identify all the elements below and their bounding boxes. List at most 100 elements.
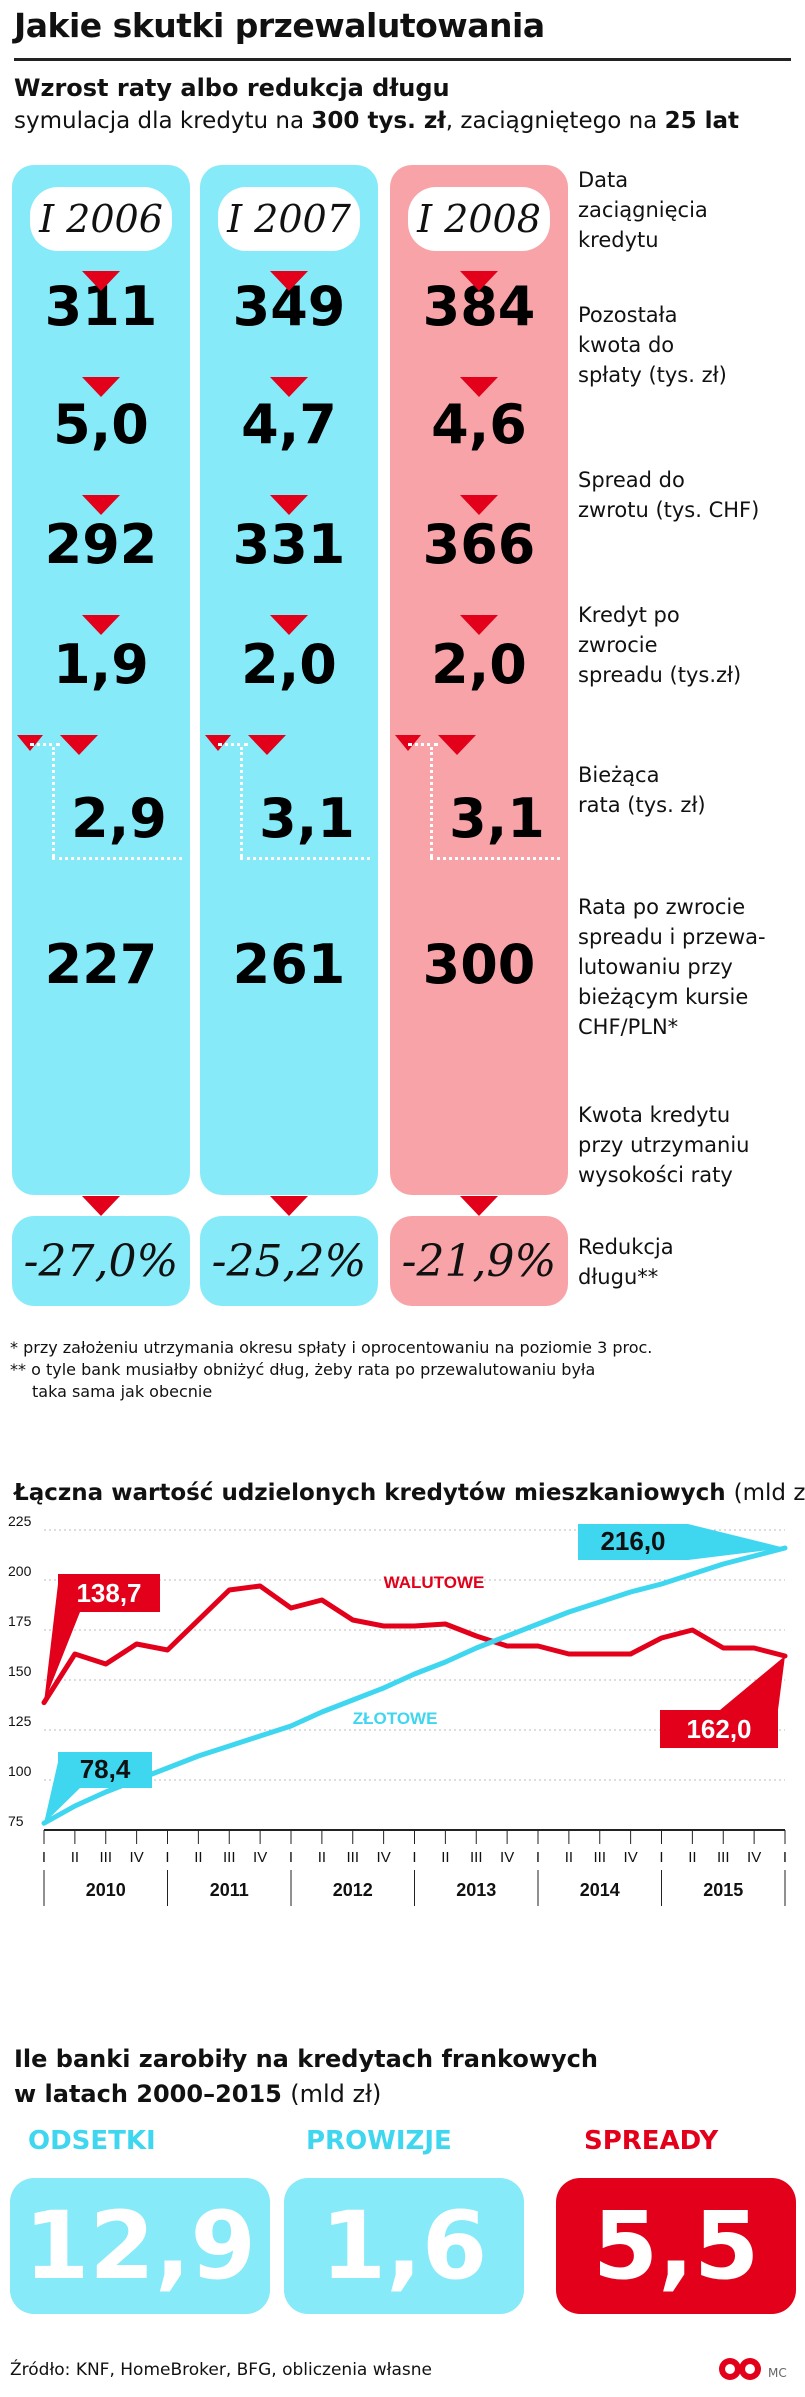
- rate-after-value: 3,1: [259, 787, 355, 850]
- author-initials: MC: [768, 2366, 787, 2380]
- main-title: Jakie skutki przewalutowania: [14, 6, 545, 45]
- row-label-line: rata (tys. zł): [578, 793, 706, 817]
- footnote-3: taka sama jak obecnie: [32, 1382, 213, 1401]
- y-tick-label: 125: [8, 1713, 32, 1729]
- series-line-walutowe: [41, 1583, 788, 1706]
- current-rate-value: 2,0: [431, 633, 527, 696]
- dotted-bracket: [30, 743, 60, 746]
- arrow-down-icon: [460, 1196, 498, 1216]
- row-label-line: lutowaniu przy: [578, 955, 733, 979]
- x-tick-label: IV: [624, 1849, 638, 1866]
- simulation-title: Wzrost raty albo redukcja długu: [14, 74, 450, 102]
- dotted-bracket: [430, 747, 433, 857]
- row-label-credit-after: Kredyt po zwrocie spreadu (tys.zł): [578, 600, 803, 690]
- callout-label: 216,0: [600, 1526, 665, 1556]
- label-spready: SPREADY: [584, 2126, 719, 2156]
- rate-after-value: 3,1: [449, 787, 545, 850]
- year-label: 2010: [86, 1880, 126, 1900]
- callout-box: [58, 1574, 160, 1612]
- series-label: WALUTOWE: [384, 1573, 485, 1592]
- x-tick-label: I: [42, 1849, 46, 1866]
- arrow-down-icon: [82, 615, 120, 635]
- spread-value: 5,0: [53, 393, 149, 456]
- arrow-down-icon: [248, 735, 286, 755]
- x-tick-label: I: [783, 1849, 787, 1866]
- title-rule: [14, 58, 791, 61]
- x-tick-label: IV: [130, 1849, 144, 1866]
- value-box-prowizje: 1,6: [284, 2178, 524, 2314]
- row-label-line: spreadu i przewa-: [578, 925, 766, 949]
- row-label-line: spłaty (tys. zł): [578, 363, 727, 387]
- footnote-1: * przy założeniu utrzymania okresu spłat…: [10, 1338, 653, 1357]
- subtitle-part-bold: 25 lat: [664, 108, 739, 134]
- x-tick-label: III: [593, 1849, 606, 1866]
- column-2008: I 2008 384 4,6 366 2,0 3,1 300: [390, 165, 568, 1195]
- year-label: 2011: [210, 1880, 249, 1900]
- y-tick-label: 150: [8, 1663, 32, 1679]
- callout-box: [578, 1524, 688, 1560]
- banks-title: Ile banki zarobiły na kredytach frankowy…: [14, 2045, 598, 2073]
- reduction-box: -21,9%: [390, 1216, 568, 1306]
- footnote-2: ** o tyle bank musiałby obniżyć dług, że…: [10, 1360, 596, 1379]
- row-label-reduction: Redukcja długu**: [578, 1232, 803, 1292]
- row-label-line: zwrotu (tys. CHF): [578, 498, 760, 522]
- series-line-złotowe: [41, 1545, 788, 1826]
- banks-title-line2: w latach 2000–2015 (mld zł): [14, 2080, 381, 2108]
- arrow-down-icon: [82, 271, 120, 291]
- row-label-line: Kredyt po: [578, 603, 680, 627]
- y-tick-label: 175: [8, 1613, 32, 1629]
- x-tick-label: I: [289, 1849, 293, 1866]
- row-label-spread: Spread do zwrotu (tys. CHF): [578, 465, 803, 525]
- value-box-spready: 5,5: [556, 2178, 796, 2314]
- date-pill: I 2008: [408, 187, 550, 251]
- x-tick-label: III: [470, 1849, 483, 1866]
- y-tick-label: 225: [8, 1515, 32, 1529]
- callout-label: 78,4: [80, 1754, 131, 1784]
- row-label-rate-after: Rata po zwrocie spreadu i przewa- lutowa…: [578, 892, 803, 1042]
- row-label-line: kredytu: [578, 228, 659, 252]
- credit-after-value: 331: [232, 513, 346, 576]
- arrow-down-icon: [270, 377, 308, 397]
- callout-tail: [44, 1762, 80, 1824]
- dotted-bracket: [218, 743, 248, 746]
- dotted-bracket: [52, 857, 182, 860]
- amount-value: 227: [44, 933, 158, 996]
- line-chart-title: Łączna wartość udzielonych kredytów mies…: [14, 1480, 805, 1506]
- spread-value: 4,7: [241, 393, 337, 456]
- current-rate-value: 2,0: [241, 633, 337, 696]
- arrow-down-icon: [460, 615, 498, 635]
- row-label-line: długu**: [578, 1265, 659, 1289]
- row-label-line: kwota do: [578, 333, 675, 357]
- banks-title-unit: (mld zł): [290, 2080, 382, 2108]
- row-label-line: spreadu (tys.zł): [578, 663, 742, 687]
- subtitle-part-bold: 300 tys. zł: [311, 108, 446, 134]
- banks-title-text: w latach 2000–2015: [14, 2080, 282, 2108]
- label-odsetki: ODSETKI: [28, 2126, 156, 2156]
- row-label-date: Data zaciągnięcia kredytu: [578, 165, 803, 255]
- x-tick-label: II: [688, 1849, 696, 1866]
- subtitle-part: symulacja dla kredytu na: [14, 108, 312, 134]
- date-pill: I 2007: [218, 187, 360, 251]
- callout-label: 162,0: [686, 1714, 751, 1744]
- line-chart-unit: (mld zł): [733, 1480, 805, 1506]
- callout-label: 138,7: [76, 1578, 141, 1608]
- x-tick-label: II: [565, 1849, 573, 1866]
- x-tick-label: IV: [377, 1849, 391, 1866]
- callout-tail: [688, 1524, 785, 1560]
- x-tick-label: III: [346, 1849, 359, 1866]
- label-prowizje: PROWIZJE: [306, 2126, 452, 2156]
- current-rate-value: 1,9: [53, 633, 149, 696]
- series-label: ZŁOTOWE: [353, 1709, 438, 1728]
- rate-after-value: 2,9: [71, 787, 167, 850]
- column-2006: I 2006 311 5,0 292 1,9 2,9 227: [12, 165, 190, 1195]
- arrow-down-icon: [82, 377, 120, 397]
- y-tick-label: 75: [8, 1813, 24, 1829]
- year-label: 2014: [580, 1880, 620, 1900]
- x-tick-label: IV: [500, 1849, 514, 1866]
- row-label-remaining: Pozostała kwota do spłaty (tys. zł): [578, 300, 803, 390]
- row-label-line: bieżącym kursie: [578, 985, 749, 1009]
- row-label-line: zaciągnięcia: [578, 198, 708, 222]
- row-label-line: Kwota kredytu: [578, 1103, 731, 1127]
- callout-box: [58, 1752, 152, 1788]
- arrow-down-icon: [270, 271, 308, 291]
